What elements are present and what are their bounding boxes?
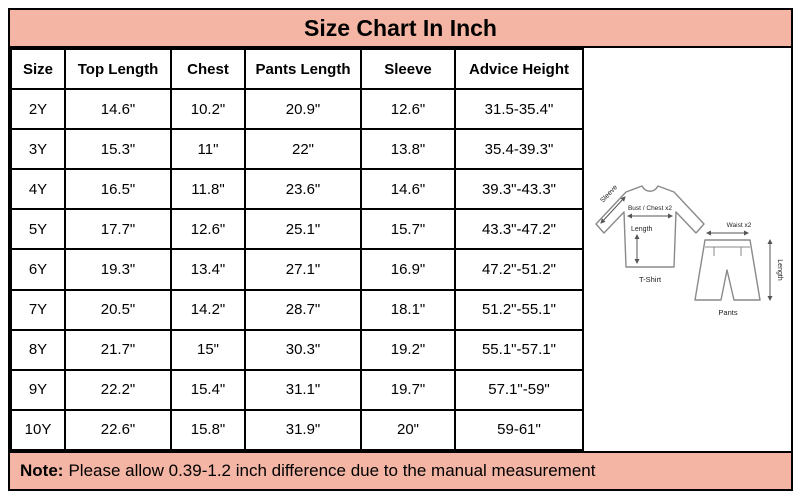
bust-label: Bust / Chest x2 bbox=[627, 205, 671, 212]
waist-label: Waist x2 bbox=[726, 222, 751, 229]
table-cell: 15.7" bbox=[360, 208, 456, 251]
table-cell: 31.5-35.4" bbox=[454, 87, 584, 131]
table-cell: 14.2" bbox=[170, 288, 246, 331]
table-cell: 20" bbox=[360, 408, 456, 452]
table-row: 8Y 21.7" 15" 30.3" 19.2" 55.1"-57.1" bbox=[10, 328, 584, 371]
table-cell: 11" bbox=[170, 128, 246, 171]
table-cell: 28.7" bbox=[244, 288, 362, 331]
table-cell: 10Y bbox=[10, 408, 66, 452]
table-cell: 22.2" bbox=[64, 368, 172, 411]
table-row: 9Y 22.2" 15.4" 31.1" 19.7" 57.1"-59" bbox=[10, 368, 584, 411]
chart-body: Size Top Length Chest Pants Length Sleeve Adv… bbox=[10, 48, 791, 452]
table-cell: 13.8" bbox=[360, 128, 456, 171]
measurement-diagram-area: Sleeve Bust / Chest x2 Length Waist x2 L… bbox=[584, 48, 791, 451]
table-cell: 51.2"-55.1" bbox=[454, 288, 584, 331]
table-cell: 19.3" bbox=[64, 248, 172, 291]
pants-length-label: Length bbox=[776, 259, 783, 281]
table-cell: 31.1" bbox=[244, 368, 362, 411]
table-row: 10Y 22.6" 15.8" 31.9" 20" 59-61" bbox=[10, 408, 584, 452]
table-cell: 10.2" bbox=[170, 87, 246, 131]
table-cell: 22.6" bbox=[64, 408, 172, 452]
table-cell: 5Y bbox=[10, 208, 66, 251]
table-cell: 23.6" bbox=[244, 168, 362, 211]
table-cell: 15.4" bbox=[170, 368, 246, 411]
measurement-diagram: Sleeve Bust / Chest x2 Length Waist x2 L… bbox=[594, 183, 783, 317]
sleeve-arrow bbox=[599, 195, 626, 224]
table-cell: 15.3" bbox=[64, 128, 172, 171]
table-cell: 9Y bbox=[10, 368, 66, 411]
table-row: 7Y 20.5" 14.2" 28.7" 18.1" 51.2"-55.1" bbox=[10, 288, 584, 331]
table-row: 3Y 15.3" 11" 22" 13.8" 35.4-39.3" bbox=[10, 128, 584, 171]
table-cell: 12.6" bbox=[360, 87, 456, 131]
table-row: 4Y 16.5" 11.8" 23.6" 14.6" 39.3"-43.3" bbox=[10, 168, 584, 211]
table-cell: 35.4-39.3" bbox=[454, 128, 584, 171]
size-chart-panel: Size Chart In Inch Size Top Length Chest Pa… bbox=[8, 8, 793, 491]
table-cell: 6Y bbox=[10, 248, 66, 291]
table-cell: 30.3" bbox=[244, 328, 362, 371]
table-cell: 4Y bbox=[10, 168, 66, 211]
table-cell: 14.6" bbox=[64, 87, 172, 131]
size-table: Size Top Length Chest Pants Length Sleeve Adv… bbox=[10, 48, 584, 452]
pants-label: Pants bbox=[718, 308, 737, 317]
column-header: Pants Length bbox=[244, 48, 362, 90]
table-cell: 31.9" bbox=[244, 408, 362, 452]
table-cell: 11.8" bbox=[170, 168, 246, 211]
table-cell: 8Y bbox=[10, 328, 66, 371]
table-cell: 20.9" bbox=[244, 87, 362, 131]
table-cell: 2Y bbox=[10, 87, 66, 131]
table-row: 6Y 19.3" 13.4" 27.1" 16.9" 47.2"-51.2" bbox=[10, 248, 584, 291]
table-cell: 43.3"-47.2" bbox=[454, 208, 584, 251]
table-cell: 19.2" bbox=[360, 328, 456, 371]
table-cell: 57.1"-59" bbox=[454, 368, 584, 411]
table-cell: 16.9" bbox=[360, 248, 456, 291]
table-cell: 13.4" bbox=[170, 248, 246, 291]
shirt-length-label: Length bbox=[631, 226, 653, 233]
table-cell: 15.8" bbox=[170, 408, 246, 452]
column-header: Advice Height bbox=[454, 48, 584, 90]
column-header: Top Length bbox=[64, 48, 172, 90]
size-table-body: 2Y 14.6" 10.2" 20.9" 12.6" 31.5-35.4" 3Y 15.3" 1… bbox=[10, 87, 584, 452]
table-cell: 27.1" bbox=[244, 248, 362, 291]
table-row: 5Y 17.7" 12.6" 25.1" 15.7" 43.3"-47.2" bbox=[10, 208, 584, 251]
sleeve-label: Sleeve bbox=[599, 183, 619, 204]
pants-outline-icon bbox=[693, 238, 761, 301]
note-bar: Note: Please allow 0.39-1.2 inch differe… bbox=[10, 451, 791, 489]
table-cell: 12.6" bbox=[170, 208, 246, 251]
table-cell: 55.1"-57.1" bbox=[454, 328, 584, 371]
table-cell: 20.5" bbox=[64, 288, 172, 331]
column-header: Size bbox=[10, 48, 66, 90]
note-label: Note: bbox=[20, 461, 64, 480]
table-cell: 19.7" bbox=[360, 368, 456, 411]
table-cell: 21.7" bbox=[64, 328, 172, 371]
table-cell: 16.5" bbox=[64, 168, 172, 211]
note-text: Please allow 0.39-1.2 inch difference du… bbox=[68, 461, 596, 480]
table-cell: 3Y bbox=[10, 128, 66, 171]
table-row: 2Y 14.6" 10.2" 20.9" 12.6" 31.5-35.4" bbox=[10, 87, 584, 131]
table-cell: 25.1" bbox=[244, 208, 362, 251]
tshirt-label: T-Shirt bbox=[638, 275, 661, 284]
table-cell: 39.3"-43.3" bbox=[454, 168, 584, 211]
table-cell: 15" bbox=[170, 328, 246, 371]
size-table-header-row: Size Top Length Chest Pants Length Sleeve Adv… bbox=[10, 48, 584, 90]
column-header: Sleeve bbox=[360, 48, 456, 90]
table-cell: 18.1" bbox=[360, 288, 456, 331]
table-cell: 47.2"-51.2" bbox=[454, 248, 584, 291]
table-cell: 17.7" bbox=[64, 208, 172, 251]
table-cell: 7Y bbox=[10, 288, 66, 331]
table-cell: 14.6" bbox=[360, 168, 456, 211]
table-cell: 22" bbox=[244, 128, 362, 171]
chart-title: Size Chart In Inch bbox=[10, 10, 791, 48]
table-cell: 59-61" bbox=[454, 408, 584, 452]
column-header: Chest bbox=[170, 48, 246, 90]
